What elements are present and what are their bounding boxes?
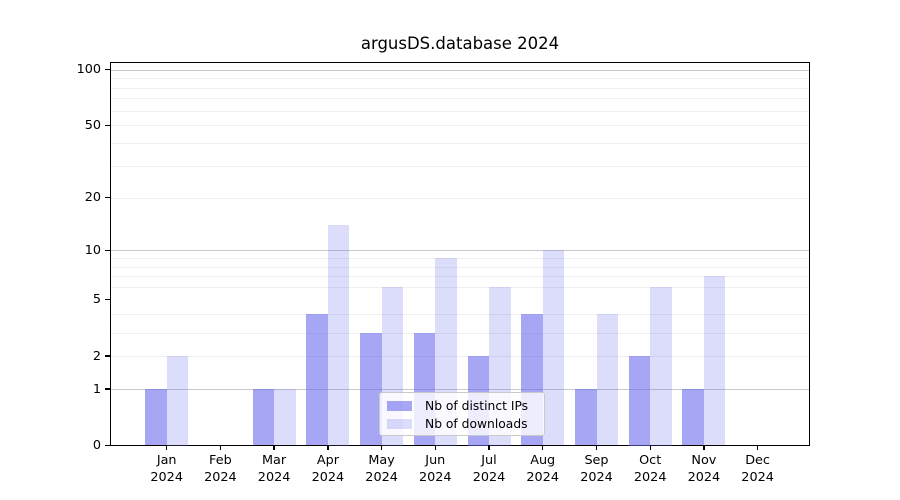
gridline-minor: [111, 276, 809, 278]
legend-label: Nb of downloads: [425, 417, 528, 431]
x-tick-label: Aug 2024: [526, 453, 559, 485]
gridline-minor: [111, 110, 809, 112]
x-tick-label: Jan 2024: [150, 453, 183, 485]
y-tick-label: 0: [92, 438, 101, 453]
y-tick: [105, 124, 110, 126]
gridline-minor: [111, 197, 809, 199]
gridline-minor: [111, 78, 809, 80]
gridline-major: [111, 69, 809, 71]
legend-swatch: [387, 419, 412, 429]
gridline-minor: [111, 165, 809, 167]
y-tick-label: 100: [76, 62, 101, 78]
x-tick: [488, 445, 490, 450]
x-tick: [703, 445, 705, 450]
plot-area: 0 1 2 5 10 20 50 100 Jan 2024 Feb 2024 Mar 2024 Apr…: [77, 62, 810, 485]
x-tick: [273, 445, 275, 450]
x-tick-label: Nov 2024: [687, 453, 721, 485]
x-tick-label: Jul 2024: [472, 453, 506, 485]
y-tick-label: 20: [84, 190, 101, 206]
bar: [327, 225, 350, 446]
y-tick-label: 1: [92, 381, 101, 397]
x-tick-label: Apr 2024: [311, 453, 345, 485]
y-tick: [105, 249, 110, 251]
gridline-major: [111, 250, 809, 252]
bar: [360, 332, 382, 446]
bar: [145, 389, 167, 446]
y-tick: [105, 196, 110, 199]
gridline-minor: [111, 98, 809, 100]
x-tick-label: Oct 2024: [633, 453, 667, 485]
bar: [650, 287, 672, 446]
x-tick: [649, 445, 651, 450]
y-tick: [105, 355, 110, 357]
gridline-minor: [111, 314, 809, 316]
x-tick: [434, 445, 436, 450]
bar: [596, 314, 618, 446]
x-tick-label: May 2024: [365, 453, 398, 485]
y-tick-label: 50: [84, 117, 101, 133]
bar: [542, 250, 565, 446]
x-tick: [542, 445, 544, 450]
gridline-minor: [111, 332, 809, 334]
y-tick-label: 10: [84, 242, 101, 258]
legend-swatch: [387, 401, 412, 411]
legend: Nb of distinct IPs Nb of downloads: [379, 392, 545, 436]
y-tick-label: 5: [92, 292, 101, 308]
bar: [252, 389, 275, 446]
y-tick: [105, 444, 110, 447]
legend-item: Nb of downloads: [380, 415, 544, 433]
bar: [306, 314, 328, 446]
bar: [703, 276, 726, 446]
y-tick: [105, 388, 110, 390]
x-tick-label: Jun 2024: [419, 453, 452, 485]
gridline-minor: [111, 258, 809, 259]
x-tick: [756, 445, 759, 450]
gridline-minor: [111, 356, 809, 357]
x-tick-label: Dec 2024: [741, 453, 774, 485]
x-tick: [595, 445, 598, 450]
bar: [628, 356, 651, 446]
gridline-minor: [111, 143, 809, 145]
bar: [575, 389, 597, 446]
legend-item: Nb of distinct IPs: [380, 397, 544, 415]
bar: [274, 389, 296, 446]
gridline-minor: [111, 266, 809, 268]
bar: [166, 356, 189, 446]
legend-label: Nb of distinct IPs: [425, 399, 529, 413]
gridline-major: [111, 389, 809, 391]
gridline-minor: [111, 125, 809, 127]
bar: [682, 389, 704, 446]
x-tick-label: Sep 2024: [580, 453, 613, 485]
gridline-minor: [111, 287, 809, 288]
x-tick-label: Mar 2024: [257, 453, 291, 485]
x-tick: [380, 445, 383, 450]
gridline-minor: [111, 87, 809, 89]
chart-title: argusDS.database 2024: [360, 34, 560, 53]
y-tick-label: 2: [92, 348, 101, 364]
y-tick: [105, 69, 110, 71]
x-tick: [327, 445, 329, 450]
x-tick: [166, 445, 168, 450]
x-tick: [219, 445, 222, 450]
x-tick-label: Feb 2024: [204, 453, 237, 485]
y-tick: [105, 298, 110, 301]
